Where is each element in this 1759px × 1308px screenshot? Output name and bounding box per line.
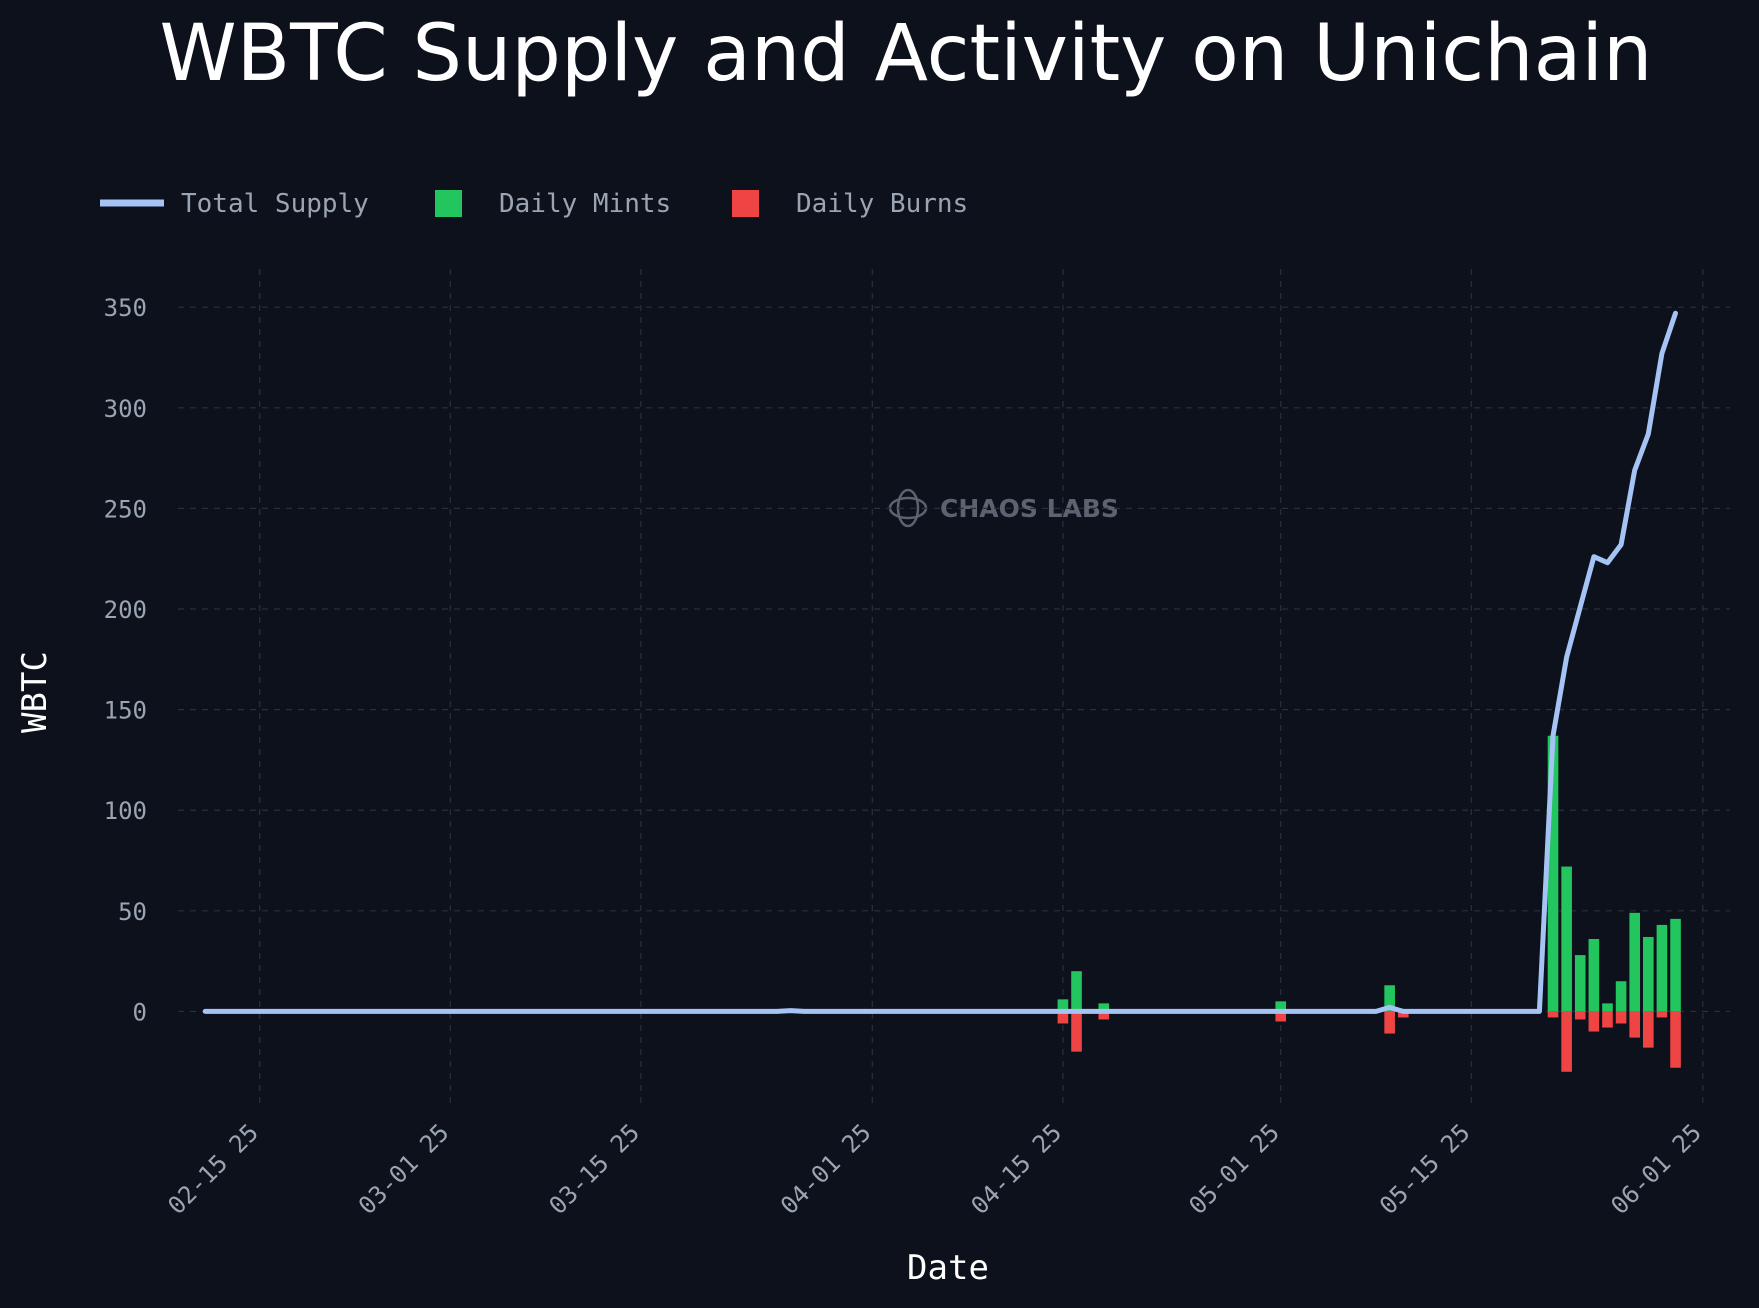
- x-tick-label: 02-15 25: [162, 1118, 264, 1220]
- daily-mints-bar: [1629, 912, 1641, 1012]
- daily-burns-bar: [1397, 1011, 1409, 1018]
- daily-burns-bar: [1670, 1011, 1681, 1068]
- daily-burns-bar: [1561, 1011, 1572, 1072]
- daily-burns-bar: [1071, 1011, 1082, 1052]
- grid-lines: [178, 269, 1730, 1108]
- daily-burns-bar: [1615, 1011, 1627, 1024]
- daily-burns-bar: [1098, 1011, 1110, 1020]
- daily-mints-bar: [1643, 936, 1654, 1012]
- daily-mints-bar: [1574, 955, 1586, 1012]
- daily-mints-bar: [1670, 918, 1681, 1012]
- chaos-labs-watermark: CHAOS LABS: [888, 488, 1119, 528]
- y-tick-label: 50: [118, 898, 147, 926]
- x-tick-label: 06-01 25: [1605, 1118, 1707, 1220]
- daily-burns-bar: [1057, 1011, 1069, 1024]
- daily-mints-bar: [1656, 924, 1668, 1012]
- y-tick-label: 250: [104, 495, 147, 523]
- daily-mints-bar: [1561, 866, 1572, 1012]
- x-tick-label: 04-15 25: [966, 1118, 1068, 1220]
- x-axis-ticks: 02-15 25 03-01 25 03-15 25 04-01 25 04-15 25…: [162, 1118, 1707, 1220]
- x-tick-label: 03-15 25: [544, 1118, 646, 1220]
- x-axis-title: Date: [907, 1248, 989, 1288]
- daily-mints-bar: [1547, 735, 1559, 1012]
- legend-daily-burns-swatch: [732, 190, 759, 217]
- x-tick-label: 05-01 25: [1183, 1118, 1285, 1220]
- daily-burns-bar: [1588, 1011, 1600, 1032]
- x-tick-label: 04-01 25: [775, 1118, 877, 1220]
- daily-mints-bar: [1275, 1001, 1287, 1012]
- daily-mints-bar: [1071, 971, 1082, 1012]
- daily-mints-bar: [1588, 938, 1600, 1012]
- y-tick-label: 300: [104, 395, 147, 423]
- daily-burns-bar: [1275, 1011, 1287, 1022]
- y-tick-label: 150: [104, 697, 147, 725]
- daily-burns-bar: [1643, 1011, 1654, 1048]
- daily-burns-bar: [1656, 1011, 1668, 1018]
- legend: Total Supply Daily Mints Daily Burns: [100, 189, 968, 219]
- daily-mints-bar: [1098, 1003, 1110, 1012]
- x-tick-label: 05-15 25: [1374, 1118, 1476, 1220]
- bars: [1057, 735, 1681, 1072]
- chaos-labs-logo-icon: [888, 488, 928, 528]
- y-axis-title: WBTC: [15, 651, 55, 733]
- total-supply-line: [202, 310, 1678, 1014]
- legend-daily-mints-label: Daily Mints: [499, 189, 671, 219]
- y-tick-label: 350: [104, 294, 147, 322]
- y-tick-label: 200: [104, 596, 147, 624]
- daily-mints-bar: [1615, 981, 1627, 1012]
- daily-mints-bar: [1602, 1003, 1613, 1012]
- legend-total-supply-label: Total Supply: [181, 189, 369, 219]
- y-tick-label: 100: [104, 797, 147, 825]
- legend-daily-burns-label: Daily Burns: [796, 189, 968, 219]
- y-tick-label: 0: [133, 998, 147, 1026]
- daily-burns-bar: [1547, 1011, 1559, 1018]
- watermark-text: CHAOS LABS: [940, 494, 1119, 523]
- daily-mints-bar: [1057, 999, 1069, 1012]
- daily-mints-bar: [1384, 985, 1395, 1012]
- legend-daily-mints-swatch: [435, 190, 462, 217]
- total-supply-series: [202, 310, 1678, 1014]
- daily-burns-bar: [1629, 1011, 1641, 1038]
- x-tick-label: 03-01 25: [353, 1118, 455, 1220]
- daily-burns-bar: [1574, 1011, 1586, 1020]
- daily-burns-bar: [1602, 1011, 1613, 1028]
- y-axis-ticks: 0 50 100 150 200 250 300 350: [104, 294, 147, 1026]
- chart-title: WBTC Supply and Activity on Unichain: [160, 9, 1653, 99]
- daily-burns-bar: [1384, 1011, 1395, 1034]
